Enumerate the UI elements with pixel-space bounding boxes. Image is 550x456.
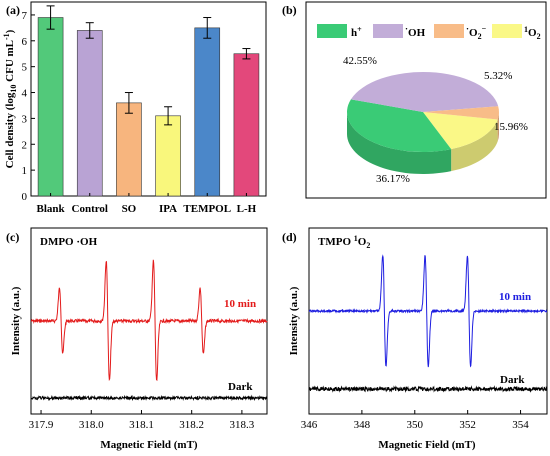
x-tick-label: 318.0 xyxy=(79,419,104,431)
panel-label-d: (d) xyxy=(282,230,297,244)
legend-label-o2: ·O2− xyxy=(466,24,487,41)
x-tick-label: SO xyxy=(122,203,137,215)
legend-label-oh: ·OH xyxy=(405,24,426,39)
bar-l-h xyxy=(233,53,260,197)
panel-label-b: (b) xyxy=(282,3,297,17)
bar-tempol xyxy=(194,27,221,197)
pie-slice-0 xyxy=(347,99,452,152)
y-tick-label: 4 xyxy=(22,88,28,100)
plot-frame xyxy=(30,1,267,197)
x-tick-label: 352 xyxy=(459,419,476,431)
x-axis-title: Magnetic Field (mT) xyxy=(100,439,197,451)
x-tick-label: 318.1 xyxy=(129,419,154,431)
spectrum-annotation: TMPO 1O2 xyxy=(318,234,370,250)
pie-label-1o2: 15.96% xyxy=(494,121,528,133)
y-tick-label: 6 xyxy=(22,36,28,48)
legend: h+ ·OH ·O2− 1O2 xyxy=(317,24,541,41)
x-tick-label: Blank xyxy=(37,203,66,215)
pie-chart-panel: (b) h+ ·OH ·O2− 1O2 42.55% 5.32% 15.96% … xyxy=(282,1,547,199)
pie-side xyxy=(451,119,498,172)
y-axis-title: Cell density (log10 CFU mL-1) xyxy=(2,29,18,168)
y-tick-label: 2 xyxy=(22,139,28,151)
series-label-dark: Dark xyxy=(500,374,525,386)
x-tick-label: 354 xyxy=(512,419,529,431)
x-tick-label: 318.2 xyxy=(179,419,204,431)
legend-swatch-oh xyxy=(373,24,403,38)
series-line-dark xyxy=(30,394,268,402)
pie-side xyxy=(497,112,499,142)
y-tick-label: 0 xyxy=(22,191,28,203)
y-axis-title: Intensity (a.u.) xyxy=(288,286,300,355)
x-tick-label: 317.9 xyxy=(29,419,54,431)
x-tick-label: L-H xyxy=(237,203,257,215)
epr-dmpo-panel: (c) DMPO ·OH 10 min Dark 317.9 318.0 318.1… xyxy=(6,227,268,451)
panel-label-a: (a) xyxy=(6,3,20,17)
y-tick-label: 3 xyxy=(22,113,28,125)
legend-swatch-h xyxy=(317,24,347,38)
bar-ipa xyxy=(155,115,181,197)
x-tick-label: Control xyxy=(72,203,108,215)
series-label-10min: 10 min xyxy=(499,291,531,303)
pie-slice-3 xyxy=(423,112,498,150)
x-tick-label: 348 xyxy=(354,419,371,431)
legend-label-h: h+ xyxy=(351,25,362,39)
x-tick-label: TEMPOL xyxy=(183,203,231,215)
x-axis-title: Magnetic Field (mT) xyxy=(378,439,475,451)
pie-frame xyxy=(305,1,547,199)
series-label-dark: Dark xyxy=(228,381,253,393)
pie-slice-1 xyxy=(350,71,499,112)
spectrum-annotation: DMPO ·OH xyxy=(40,236,98,248)
epr-tmpo-panel: (d) TMPO 1O2 10 min Dark 346 348 350 352 354… xyxy=(282,227,548,451)
y-tick-label: 5 xyxy=(22,62,28,74)
legend-swatch-1o2 xyxy=(492,24,522,38)
x-tick-label: 350 xyxy=(407,419,424,431)
pie-label-o2: 5.32% xyxy=(484,70,512,82)
pie-slice-2 xyxy=(423,106,499,120)
pie-label-oh: 42.55% xyxy=(343,55,377,67)
pie-side xyxy=(347,112,452,174)
series-line-10min xyxy=(30,259,268,382)
series-line-10min xyxy=(308,254,548,368)
bar-so xyxy=(116,102,142,197)
y-tick-label: 1 xyxy=(22,165,28,177)
y-tick-label: 7 xyxy=(22,10,28,22)
x-tick-label: 318.3 xyxy=(230,419,255,431)
bar-control xyxy=(76,30,103,197)
x-tick-label: 346 xyxy=(301,419,318,431)
plot-frame xyxy=(308,227,548,415)
legend-label-1o2: 1O2 xyxy=(524,25,541,41)
y-axis-title: Intensity (a.u.) xyxy=(10,286,22,355)
legend-swatch-o2 xyxy=(434,24,464,38)
x-tick-label: IPA xyxy=(159,203,177,215)
panel-label-c: (c) xyxy=(6,230,19,244)
bar-blank xyxy=(37,17,64,197)
series-label-10min: 10 min xyxy=(224,298,256,310)
series-line-dark xyxy=(308,385,548,393)
pie-label-h: 36.17% xyxy=(376,173,410,185)
